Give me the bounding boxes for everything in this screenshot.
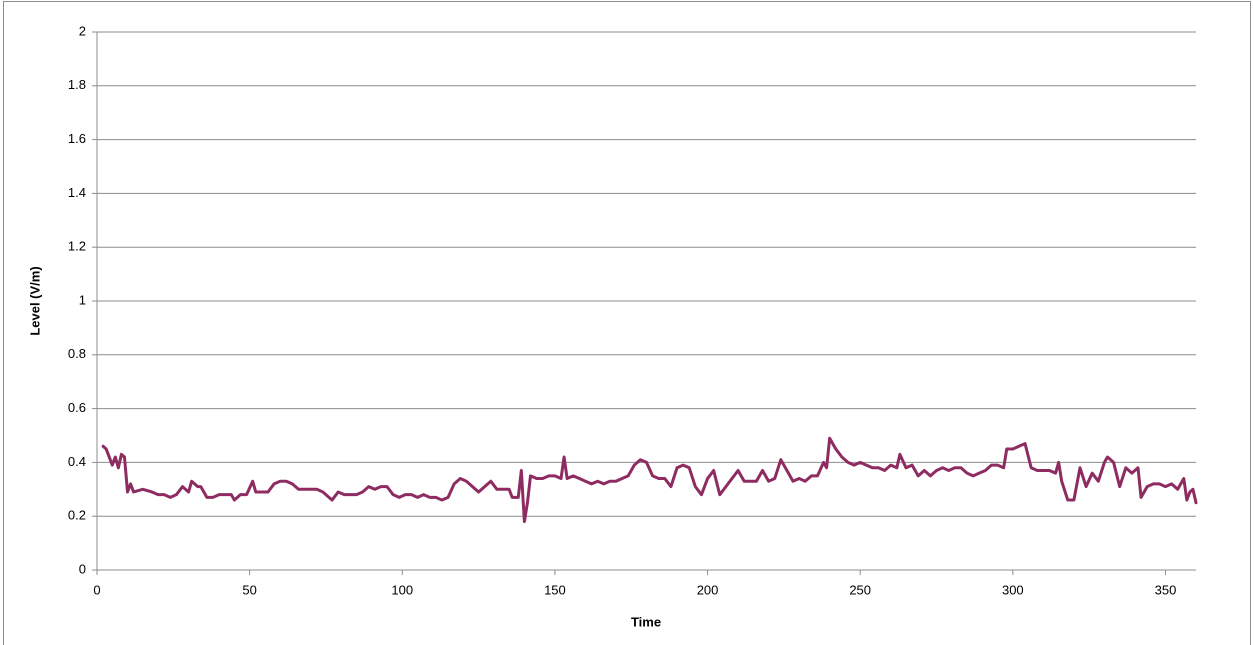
y-tick-label: 0 bbox=[79, 561, 86, 576]
y-tick-label: 0.4 bbox=[68, 454, 86, 469]
x-tick-label: 250 bbox=[849, 582, 871, 597]
y-tick-label: 1.4 bbox=[68, 185, 86, 200]
y-tick-label: 1.8 bbox=[68, 77, 86, 92]
data-line bbox=[101, 436, 1198, 524]
x-tick-label: 100 bbox=[391, 582, 413, 597]
x-tick-label: 200 bbox=[697, 582, 719, 597]
x-tick-label: 0 bbox=[93, 582, 100, 597]
x-tick-label: 300 bbox=[1002, 582, 1024, 597]
x-tick-label: 50 bbox=[242, 582, 256, 597]
y-tick-label: 1 bbox=[79, 292, 86, 307]
x-axis-title: Time bbox=[631, 614, 661, 629]
x-tick-label: 350 bbox=[1155, 582, 1177, 597]
y-tick-label: 0.2 bbox=[68, 508, 86, 523]
x-tick-label: 150 bbox=[544, 582, 566, 597]
y-axis-title: Level (V/m) bbox=[27, 266, 42, 335]
chart-frame bbox=[3, 1, 1251, 645]
y-tick-label: 1.6 bbox=[68, 131, 86, 146]
y-tick-label: 0.8 bbox=[68, 346, 86, 361]
y-tick-label: 1.2 bbox=[68, 239, 86, 254]
y-tick-label: 2 bbox=[79, 23, 86, 38]
y-tick-label: 0.6 bbox=[68, 400, 86, 415]
